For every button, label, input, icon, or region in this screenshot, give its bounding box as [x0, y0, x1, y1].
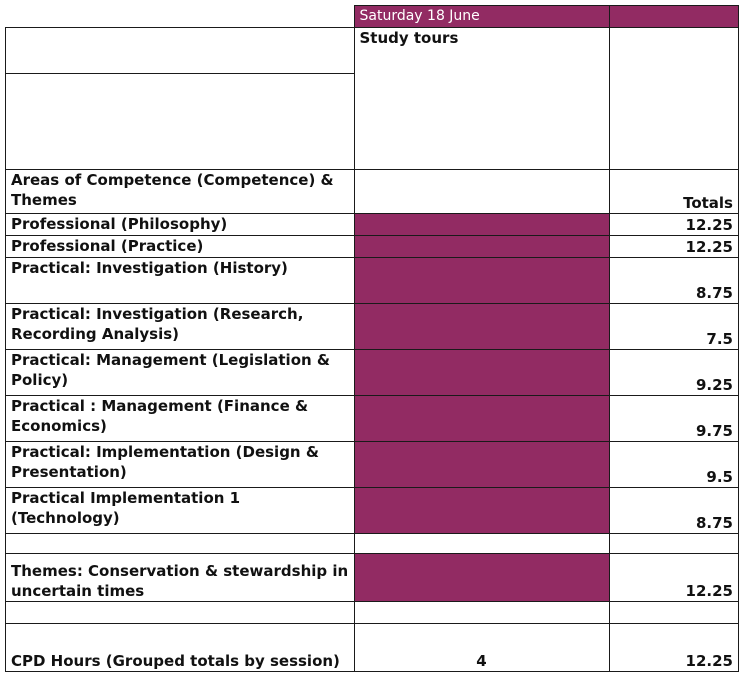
row-total: 7.5 [608, 303, 739, 350]
cpd-session-hours: 4 [353, 623, 610, 672]
empty-cell [353, 169, 610, 214]
empty-cell [608, 27, 739, 170]
empty-cell [353, 533, 610, 554]
table-row: Saturday 18 June [5, 5, 739, 28]
empty-cell [5, 27, 355, 74]
date-header-extra [608, 5, 739, 28]
table-row: Practical: Investigation (History) 8.75 [5, 257, 739, 304]
empty-cell [608, 533, 739, 554]
row-label: Professional (Philosophy) [5, 213, 355, 236]
table-row: Practical: Management (Legislation & Pol… [5, 349, 739, 396]
cpd-total: 12.25 [608, 623, 739, 672]
table-row: CPD Hours (Grouped totals by session) 4 … [5, 623, 739, 672]
date-header: Saturday 18 June [353, 5, 610, 28]
highlight-cell [353, 395, 610, 442]
row-total: 9.5 [608, 441, 739, 488]
table-row [5, 73, 739, 170]
row-label: Practical: Investigation (History) [5, 257, 355, 304]
cpd-label: CPD Hours (Grouped totals by session) [5, 623, 355, 672]
row-label: Practical Implementation 1 (Technology) [5, 487, 355, 534]
row-total: 12.25 [608, 213, 739, 236]
row-total: 8.75 [608, 487, 739, 534]
row-total: 9.75 [608, 395, 739, 442]
empty-cell [5, 5, 355, 28]
table-row: Areas of Competence (Competence) & Theme… [5, 169, 739, 214]
cpd-table: Saturday 18 June Study tours Areas of Co… [5, 5, 739, 672]
row-label: Practical: Management (Legislation & Pol… [5, 349, 355, 396]
row-label: Practical : Management (Finance & Econom… [5, 395, 355, 442]
table-row: Professional (Practice) 12.25 [5, 235, 739, 258]
table-row: Professional (Philosophy) 12.25 [5, 213, 739, 236]
highlight-cell [353, 213, 610, 236]
themes-label: Themes: Conservation & stewardship in un… [5, 553, 355, 602]
row-label: Professional (Practice) [5, 235, 355, 258]
session-title: Study tours [353, 27, 610, 170]
table-row: Study tours [5, 27, 739, 170]
table-row: Practical: Implementation (Design & Pres… [5, 441, 739, 488]
empty-cell [608, 601, 739, 624]
row-label: Practical: Investigation (Research, Reco… [5, 303, 355, 350]
highlight-cell [353, 235, 610, 258]
highlight-cell [353, 257, 610, 304]
areas-heading: Areas of Competence (Competence) & Theme… [5, 169, 355, 214]
row-total: 9.25 [608, 349, 739, 396]
table-row: Practical: Investigation (Research, Reco… [5, 303, 739, 350]
empty-cell [5, 601, 355, 624]
highlight-cell [353, 553, 610, 602]
empty-cell [5, 73, 355, 170]
table-row: Practical : Management (Finance & Econom… [5, 395, 739, 442]
row-total: 8.75 [608, 257, 739, 304]
table-row: Themes: Conservation & stewardship in un… [5, 553, 739, 602]
row-label: Practical: Implementation (Design & Pres… [5, 441, 355, 488]
empty-cell [5, 533, 355, 554]
highlight-cell [353, 303, 610, 350]
table-row [5, 533, 739, 554]
empty-cell [353, 601, 610, 624]
highlight-cell [353, 441, 610, 488]
table-row [5, 601, 739, 624]
totals-heading: Totals [608, 169, 739, 214]
table-row: Practical Implementation 1 (Technology) … [5, 487, 739, 534]
highlight-cell [353, 487, 610, 534]
themes-total: 12.25 [608, 553, 739, 602]
highlight-cell [353, 349, 610, 396]
row-total: 12.25 [608, 235, 739, 258]
